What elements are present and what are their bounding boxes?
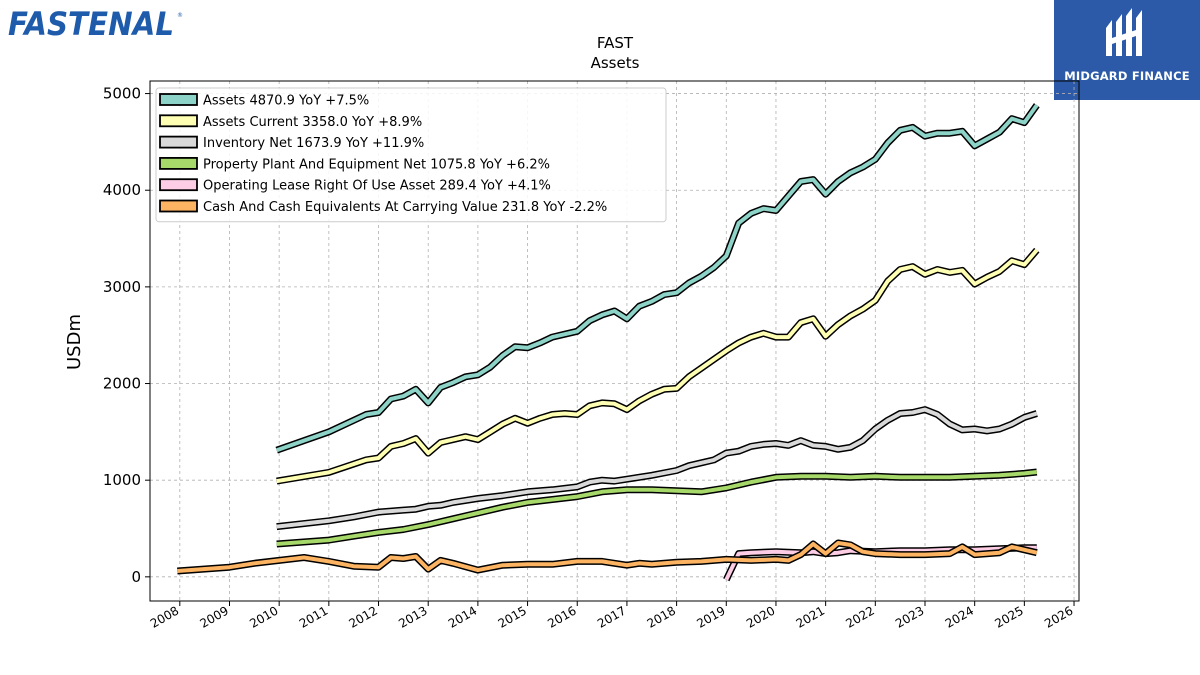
legend-box [155,87,667,223]
series-0-line [276,104,1039,453]
x-tick-label: 2025 [992,603,1025,630]
x-tick-label: 2015 [496,603,529,630]
legend-label-3: Property Plant And Equipment Net 1075.8 … [203,157,550,172]
x-tick-label: 2013 [396,603,429,630]
series-5-line [177,541,1038,573]
x-tick-label: 2022 [843,603,876,630]
legend-entry-4: Operating Lease Right Of Use Asset 289.4… [159,178,551,194]
chart-subtitle: Assets [591,54,640,72]
y-tick-label: 1000 [103,471,141,489]
legend-label-4: Operating Lease Right Of Use Asset 289.4… [203,179,551,194]
series-3 [276,468,1038,548]
y-tick-label: 0 [131,568,141,586]
legend-swatch-2 [159,135,198,149]
x-tick-label: 2008 [148,603,181,630]
series-4-line [724,545,1037,581]
midgard-finance-logo: MIDGARD FINANCE [1054,0,1200,100]
series-3-line [276,470,1038,546]
midgard-logo-text: MIDGARD FINANCE [1064,69,1190,83]
series-2-outline [276,406,1038,531]
x-tick-label: 2024 [943,603,976,630]
x-tick-label: 2012 [347,603,380,630]
series-5 [177,539,1038,575]
x-tick-label: 2010 [247,603,280,630]
series-1 [276,247,1040,485]
chart-series-layer [177,103,1040,582]
x-tick-label: 2011 [297,603,330,630]
legend-entry-1: Assets Current 3358.0 YoY +8.9% [159,114,422,130]
legend-entry-5: Cash And Cash Equivalents At Carrying Va… [159,199,607,215]
x-tick-label: 2023 [893,603,926,630]
x-tick-label: 2026 [1042,603,1075,630]
x-tick-label: 2014 [446,603,479,630]
chart-legend: Assets 4870.9 YoY +7.5% Assets Current 33… [155,87,667,223]
legend-swatch-4 [159,178,198,192]
x-tick-label: 2019 [694,603,727,630]
x-tick-label: 2017 [595,603,628,630]
legend-label-1: Assets Current 3358.0 YoY +8.9% [203,115,422,130]
legend-label-2: Inventory Net 1673.9 YoY +11.9% [203,136,424,151]
series-4 [723,544,1037,582]
x-tick-label: 2021 [794,603,827,630]
y-axis-label: USDm [64,314,85,370]
svg-text:®: ® [177,12,183,19]
y-tick-label: 3000 [103,278,141,296]
plot-frame [149,80,1080,602]
legend-entry-0: Assets 4870.9 YoY +7.5% [159,93,369,109]
legend-swatch-5 [159,199,198,213]
y-tick-label: 4000 [103,181,141,199]
legend-swatch-3 [159,156,198,170]
x-axis: 2008 2009 2010 2011 2012 2013 2014 2015 2016 2017… [148,601,1076,631]
y-tick-label: 2000 [103,375,141,393]
legend-entry-2: Inventory Net 1673.9 YoY +11.9% [159,135,424,151]
fastenal-logo: FASTENAL ® [6,4,186,48]
y-tick-label: 5000 [103,85,141,103]
legend-label-0: Assets 4870.9 YoY +7.5% [203,94,369,109]
x-tick-label: 2018 [645,603,678,630]
series-0 [275,103,1040,454]
chart-title: FAST [597,34,634,52]
x-tick-label: 2016 [545,603,578,630]
midgard-emblem-icon [1106,8,1142,56]
y-axis: 0 1000 2000 3000 4000 5000 [103,85,150,586]
series-2-line [276,407,1038,529]
legend-entry-3: Property Plant And Equipment Net 1075.8 … [159,156,550,172]
legend-swatch-1 [159,114,198,128]
fastenal-logo-text: FASTENAL [8,5,174,43]
x-tick-label: 2020 [744,603,777,630]
series-2 [276,406,1038,531]
x-tick-label: 2009 [198,603,231,630]
series-1-line [276,248,1039,484]
legend-swatch-0 [159,93,198,106]
legend-label-5: Cash And Cash Equivalents At Carrying Va… [203,200,607,215]
